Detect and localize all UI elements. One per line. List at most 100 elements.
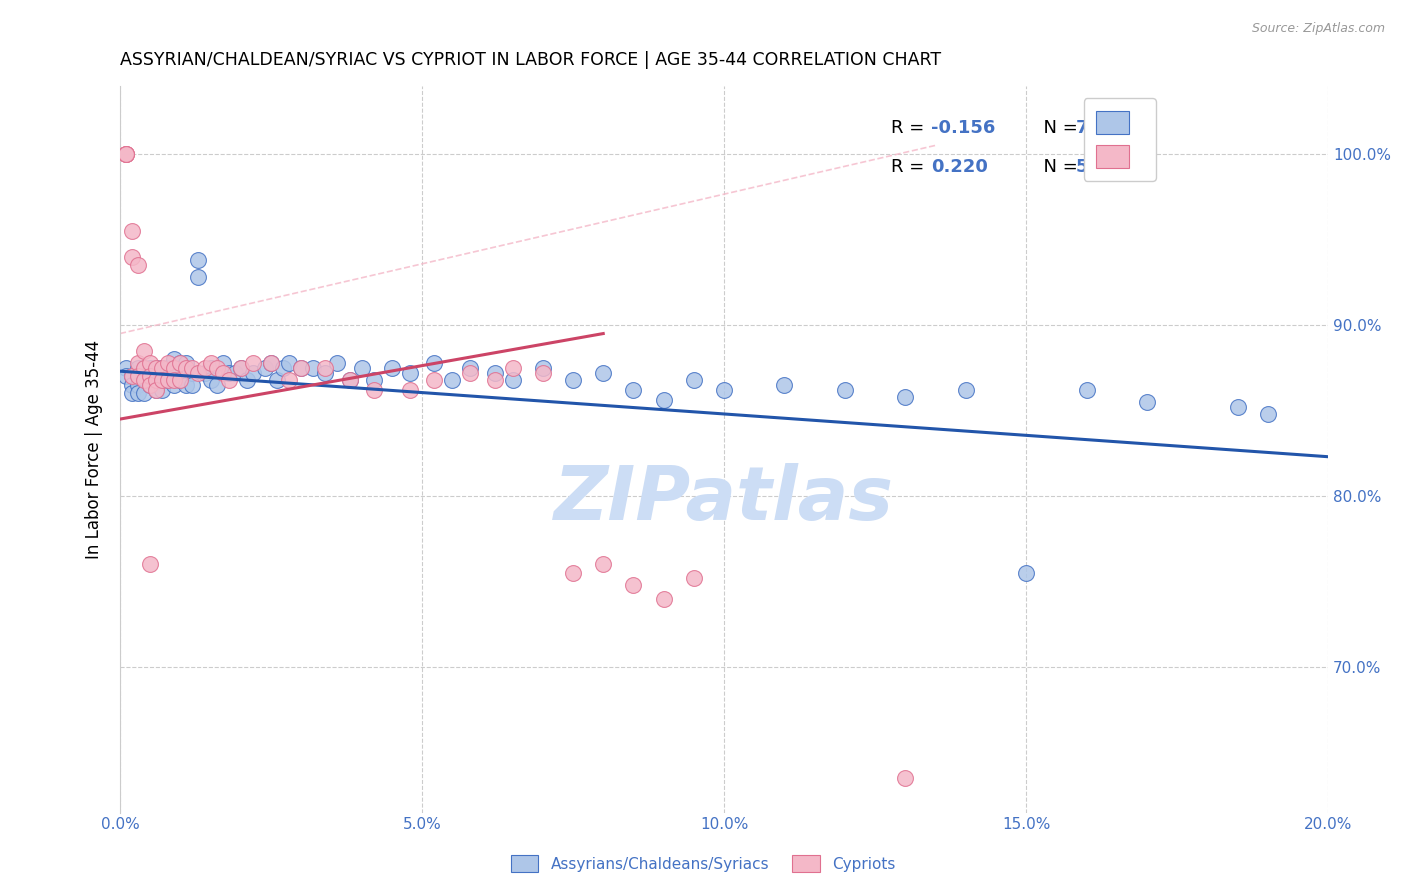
Point <box>441 373 464 387</box>
Point <box>592 558 614 572</box>
Point <box>218 373 240 387</box>
Text: 79: 79 <box>1076 119 1101 136</box>
Point <box>139 558 162 572</box>
Point <box>139 360 162 375</box>
Point <box>145 383 167 397</box>
Point <box>399 383 422 397</box>
Point <box>115 147 138 161</box>
Point <box>531 360 554 375</box>
Point <box>150 360 173 375</box>
Point <box>121 250 143 264</box>
Point <box>150 360 173 375</box>
Point <box>115 369 138 384</box>
Point <box>592 366 614 380</box>
Point <box>121 369 143 384</box>
Point <box>139 356 162 370</box>
Point <box>955 383 977 397</box>
Point <box>157 360 180 375</box>
Point <box>229 360 252 375</box>
Point <box>169 373 191 387</box>
Text: R =: R = <box>891 119 929 136</box>
Point <box>623 578 645 592</box>
Point <box>169 373 191 387</box>
Point <box>187 252 209 267</box>
Point <box>218 366 240 380</box>
Point <box>682 373 704 387</box>
Point <box>176 356 198 370</box>
Text: N =: N = <box>1032 158 1084 176</box>
Point <box>121 224 143 238</box>
Point <box>290 360 312 375</box>
Point <box>115 147 138 161</box>
Point <box>271 360 294 375</box>
Point <box>139 377 162 392</box>
Point <box>278 373 301 387</box>
Point <box>139 377 162 392</box>
Point <box>145 373 167 387</box>
Point <box>163 373 186 387</box>
Point <box>460 360 482 375</box>
Point <box>834 383 856 397</box>
Point <box>339 373 361 387</box>
Point <box>224 366 246 380</box>
Point <box>176 377 198 392</box>
Point <box>1015 566 1038 580</box>
Point <box>278 356 301 370</box>
Point <box>121 377 143 392</box>
Point <box>211 366 233 380</box>
Text: R =: R = <box>891 158 929 176</box>
Legend: , : , <box>1084 98 1156 181</box>
Point <box>363 383 385 397</box>
Text: 0.220: 0.220 <box>931 158 987 176</box>
Point <box>187 366 209 380</box>
Point <box>211 356 233 370</box>
Point <box>266 373 288 387</box>
Point <box>157 373 180 387</box>
Point <box>187 270 209 285</box>
Point <box>502 373 524 387</box>
Point <box>163 377 186 392</box>
Point <box>423 373 446 387</box>
Point <box>115 360 138 375</box>
Point <box>181 366 204 380</box>
Point <box>115 147 138 161</box>
Point <box>163 352 186 367</box>
Point <box>253 360 276 375</box>
Point <box>169 356 191 370</box>
Point <box>127 377 149 392</box>
Point <box>1136 395 1159 409</box>
Point <box>145 383 167 397</box>
Point <box>205 360 228 375</box>
Point <box>134 360 156 375</box>
Point <box>713 383 735 397</box>
Text: Source: ZipAtlas.com: Source: ZipAtlas.com <box>1251 22 1385 36</box>
Point <box>562 566 585 580</box>
Point <box>484 373 506 387</box>
Point <box>200 373 222 387</box>
Point <box>157 356 180 370</box>
Text: ZIPatlas: ZIPatlas <box>554 464 894 536</box>
Point <box>157 373 180 387</box>
Point <box>193 360 215 375</box>
Point <box>145 360 167 375</box>
Point <box>484 366 506 380</box>
Point <box>260 356 283 370</box>
Text: N =: N = <box>1032 119 1084 136</box>
Point <box>163 360 186 375</box>
Point <box>134 360 156 375</box>
Point <box>652 591 675 606</box>
Point <box>314 366 336 380</box>
Point <box>121 369 143 384</box>
Point <box>200 356 222 370</box>
Point <box>302 360 325 375</box>
Point <box>682 571 704 585</box>
Legend: Assyrians/Chaldeans/Syriacs, Cypriots: Assyrians/Chaldeans/Syriacs, Cypriots <box>503 847 903 880</box>
Point <box>229 360 252 375</box>
Text: -0.156: -0.156 <box>931 119 995 136</box>
Point <box>176 360 198 375</box>
Point <box>134 373 156 387</box>
Point <box>134 386 156 401</box>
Point <box>169 356 191 370</box>
Point <box>236 373 259 387</box>
Point <box>894 390 917 404</box>
